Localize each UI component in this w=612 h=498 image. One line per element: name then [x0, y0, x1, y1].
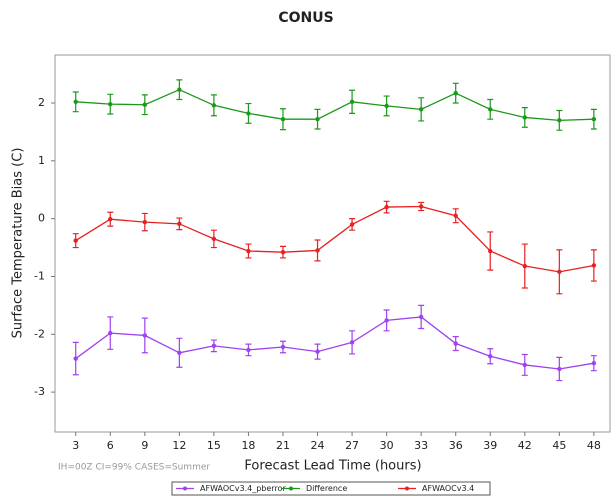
point: [418, 107, 424, 112]
point: [349, 99, 355, 105]
point: [73, 356, 78, 361]
series-line: [75, 205, 594, 273]
x-tick-label: 18: [241, 439, 255, 452]
point: [280, 249, 286, 255]
point: [108, 330, 113, 336]
point: [177, 221, 182, 227]
point: [384, 318, 389, 323]
point: [522, 115, 527, 120]
point: [557, 118, 562, 123]
legend-label: AFWAOCv3.4_pberror: [200, 484, 286, 493]
point: [557, 269, 562, 275]
y-tick-label: -2: [34, 327, 45, 340]
point: [108, 217, 113, 222]
x-tick-label: 36: [449, 439, 463, 452]
point: [488, 107, 493, 112]
legend-marker: [405, 486, 409, 491]
point: [418, 204, 424, 209]
y-axis-label: Surface Temperature Bias (C): [11, 148, 26, 339]
point: [246, 111, 251, 116]
point: [211, 236, 217, 242]
point: [73, 99, 78, 105]
point: [453, 341, 458, 346]
point: [211, 103, 217, 108]
point: [488, 248, 493, 254]
point: [349, 222, 355, 227]
x-tick-label: 42: [518, 439, 532, 452]
x-tick-label: 27: [345, 439, 359, 452]
point: [315, 248, 320, 253]
x-tick-label: 15: [207, 439, 221, 452]
point: [211, 343, 217, 349]
x-tick-label: 30: [380, 439, 394, 452]
point: [315, 349, 320, 354]
x-axis-label: Forecast Lead Time (hours): [244, 459, 421, 474]
point: [522, 362, 527, 368]
x-tick-label: 39: [483, 439, 497, 452]
point: [591, 360, 597, 366]
legend-marker: [183, 486, 187, 491]
legend-marker: [289, 486, 293, 491]
point: [557, 366, 562, 372]
point: [246, 347, 251, 353]
point: [280, 344, 286, 350]
y-tick-label: 1: [38, 154, 45, 167]
point: [349, 340, 355, 345]
point: [315, 116, 320, 122]
x-tick-label: 12: [172, 439, 186, 452]
point: [108, 101, 113, 107]
point: [384, 103, 389, 109]
plot-frame: [54, 54, 611, 433]
legend-label: Difference: [306, 484, 347, 493]
series-line: [75, 316, 594, 370]
series-line: [75, 88, 594, 121]
y-tick-label: 0: [38, 212, 45, 225]
point: [142, 219, 148, 225]
x-tick-label: 33: [414, 439, 428, 452]
point: [177, 350, 182, 355]
footnote: IH=00Z CI=99% CASES=Summer: [58, 463, 210, 473]
point: [591, 263, 597, 268]
x-tick-label: 3: [72, 439, 79, 452]
point: [280, 116, 286, 122]
chart-title: CONUS: [278, 10, 333, 26]
x-tick-label: 21: [276, 439, 290, 452]
x-tick-label: 24: [311, 439, 325, 452]
point: [418, 314, 424, 320]
point: [453, 213, 458, 218]
x-tick-label: 45: [552, 439, 566, 452]
point: [73, 238, 78, 243]
legend-label: AFWAOCv3.4: [422, 484, 474, 493]
y-tick-label: -3: [34, 385, 45, 398]
legend-box: [171, 481, 491, 496]
point: [384, 204, 389, 210]
y-tick-label: 2: [38, 96, 45, 109]
point: [522, 263, 527, 269]
point: [142, 333, 148, 338]
point: [177, 87, 182, 92]
point: [453, 90, 458, 96]
x-tick-label: 6: [107, 439, 114, 452]
point: [591, 116, 597, 122]
point: [246, 248, 251, 254]
point: [142, 102, 148, 107]
x-tick-label: 48: [587, 439, 601, 452]
x-tick-label: 9: [141, 439, 148, 452]
y-tick-label: -1: [34, 269, 45, 282]
point: [488, 354, 493, 359]
